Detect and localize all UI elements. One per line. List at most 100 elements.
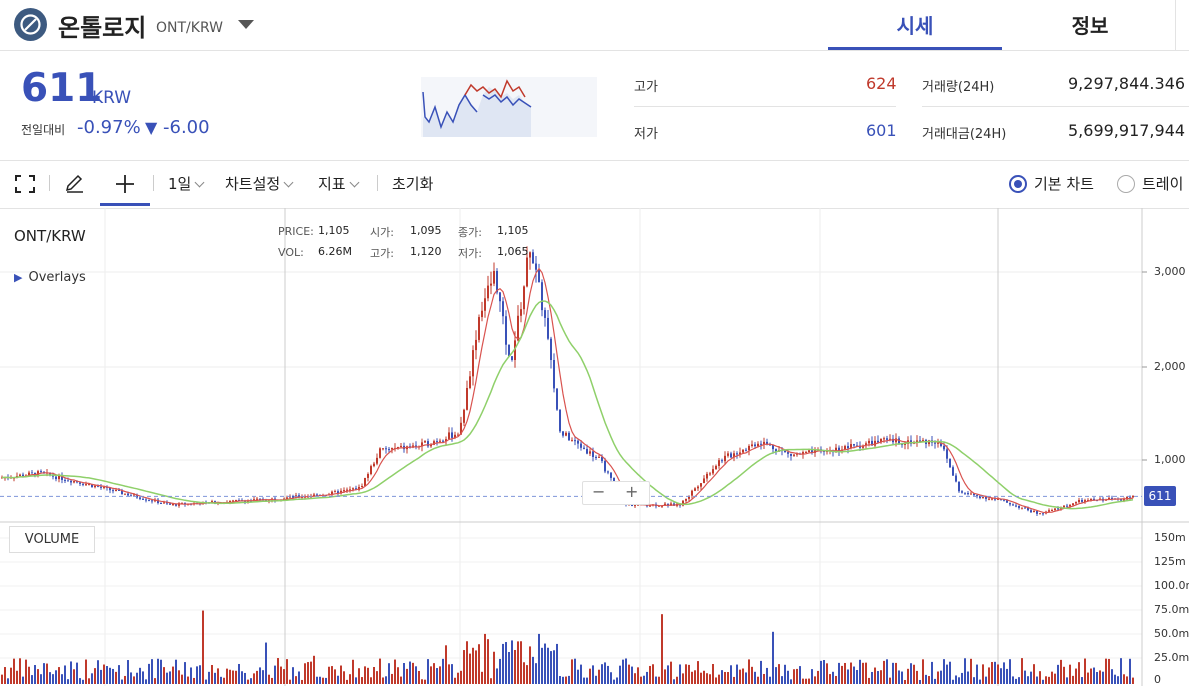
volume-bar (673, 679, 675, 684)
candle-body (1087, 500, 1089, 502)
volume-bar (454, 677, 456, 684)
candle-body (505, 316, 507, 345)
volume-bar (853, 666, 855, 684)
volume-bar (481, 671, 483, 684)
candle-body (922, 439, 924, 441)
fullscreen-icon[interactable] (15, 175, 35, 197)
candle-body (988, 498, 990, 500)
volume-bar (133, 676, 135, 684)
volume-bar (826, 663, 828, 684)
candle-body (790, 453, 792, 456)
change-amount: -6.00 (163, 117, 210, 138)
candle-body (583, 447, 585, 449)
toolbar-separator (377, 175, 378, 191)
amount-value: 5,699,917,944 (1068, 121, 1186, 140)
candle-body (22, 474, 24, 477)
volume-bar (295, 676, 297, 684)
ma-slow-line (1, 300, 1134, 510)
volume-bar (34, 665, 36, 684)
candle-body (55, 476, 57, 480)
info-high-label: 고가: (370, 247, 394, 260)
reset-button[interactable]: 초기화 (392, 175, 434, 193)
volume-bar (715, 677, 717, 684)
candle-body (1057, 508, 1059, 510)
candle-body (427, 441, 429, 447)
volume-bar (67, 679, 69, 684)
candle-body (499, 292, 501, 302)
volume-bar (1018, 677, 1020, 684)
candle-body (592, 451, 594, 457)
chart-settings-dropdown[interactable]: 차트설정 (225, 173, 294, 194)
candle-body (748, 445, 750, 451)
volume-bar (196, 666, 198, 684)
volume-bar (523, 662, 525, 684)
volume-bar (589, 668, 591, 684)
candle-body (88, 484, 90, 486)
price-axis-label: 2,000 (1154, 360, 1186, 373)
volume-bar (742, 668, 744, 684)
candle-body (811, 450, 813, 453)
candle-body (994, 498, 996, 500)
candle-body (541, 282, 543, 311)
volume-bar (775, 667, 777, 684)
candle-body (895, 438, 897, 443)
radio-basic-chart[interactable] (1009, 175, 1027, 193)
candle-body (721, 460, 723, 462)
overlays-toggle[interactable]: ▶ Overlays (14, 270, 86, 285)
volume-bar (283, 669, 285, 684)
toolbar-separator (49, 175, 50, 191)
candle-body (991, 498, 993, 500)
volume-bar (616, 677, 618, 684)
candle-body (982, 497, 984, 499)
radio-trading-chart[interactable] (1117, 175, 1135, 193)
volume-bar (862, 662, 864, 684)
volume-bar (484, 633, 486, 684)
volume-bar (1063, 666, 1065, 684)
candle-body (724, 455, 726, 462)
volume-bar (883, 660, 885, 684)
pencil-icon[interactable] (63, 173, 85, 199)
volume-bar (631, 666, 633, 684)
chevron-down-icon[interactable] (238, 20, 254, 29)
volume-bar (172, 666, 174, 684)
volume-bar (154, 678, 156, 684)
candle-body (502, 301, 504, 317)
volume-bar (1003, 662, 1005, 684)
volume-bar (766, 667, 768, 684)
candle-body (487, 285, 489, 299)
candle-body (874, 440, 876, 446)
chart-area[interactable] (0, 208, 1189, 686)
volume-bar (139, 667, 141, 684)
tab-info[interactable]: 정보 (1071, 14, 1109, 38)
volume-button[interactable]: VOLUME (9, 526, 95, 553)
volume-bar (7, 678, 9, 684)
zoom-out-button[interactable]: − (592, 482, 606, 501)
candle-body (565, 432, 567, 436)
volume-bar (334, 669, 336, 684)
candle-body (529, 252, 531, 258)
zoom-in-button[interactable]: + (625, 482, 639, 501)
indicators-dropdown[interactable]: 지표 (318, 173, 360, 194)
candle-body (871, 440, 873, 446)
amount-label: 거래대금(24H) (922, 127, 1007, 142)
volume-bar (961, 672, 963, 684)
candle-body (865, 443, 867, 446)
candle-body (367, 474, 369, 478)
interval-dropdown[interactable]: 1일 (168, 173, 205, 194)
candle-body (574, 440, 576, 442)
crosshair-tool[interactable] (100, 161, 150, 206)
volume-bar (160, 659, 162, 684)
volume-bar (592, 665, 594, 684)
volume-bar (709, 674, 711, 684)
volume-bar (328, 666, 330, 684)
volume-bar (634, 673, 636, 684)
overlays-label: Overlays (28, 270, 86, 285)
candle-body (421, 442, 423, 447)
candle-body (1072, 503, 1074, 505)
volume-bar (1117, 676, 1119, 684)
tab-price[interactable]: 시세 (896, 14, 934, 38)
volume-axis-label: 25.0m (1154, 651, 1189, 664)
candle-body (127, 493, 129, 496)
volume-bar (967, 671, 969, 684)
candle-body (364, 477, 366, 486)
